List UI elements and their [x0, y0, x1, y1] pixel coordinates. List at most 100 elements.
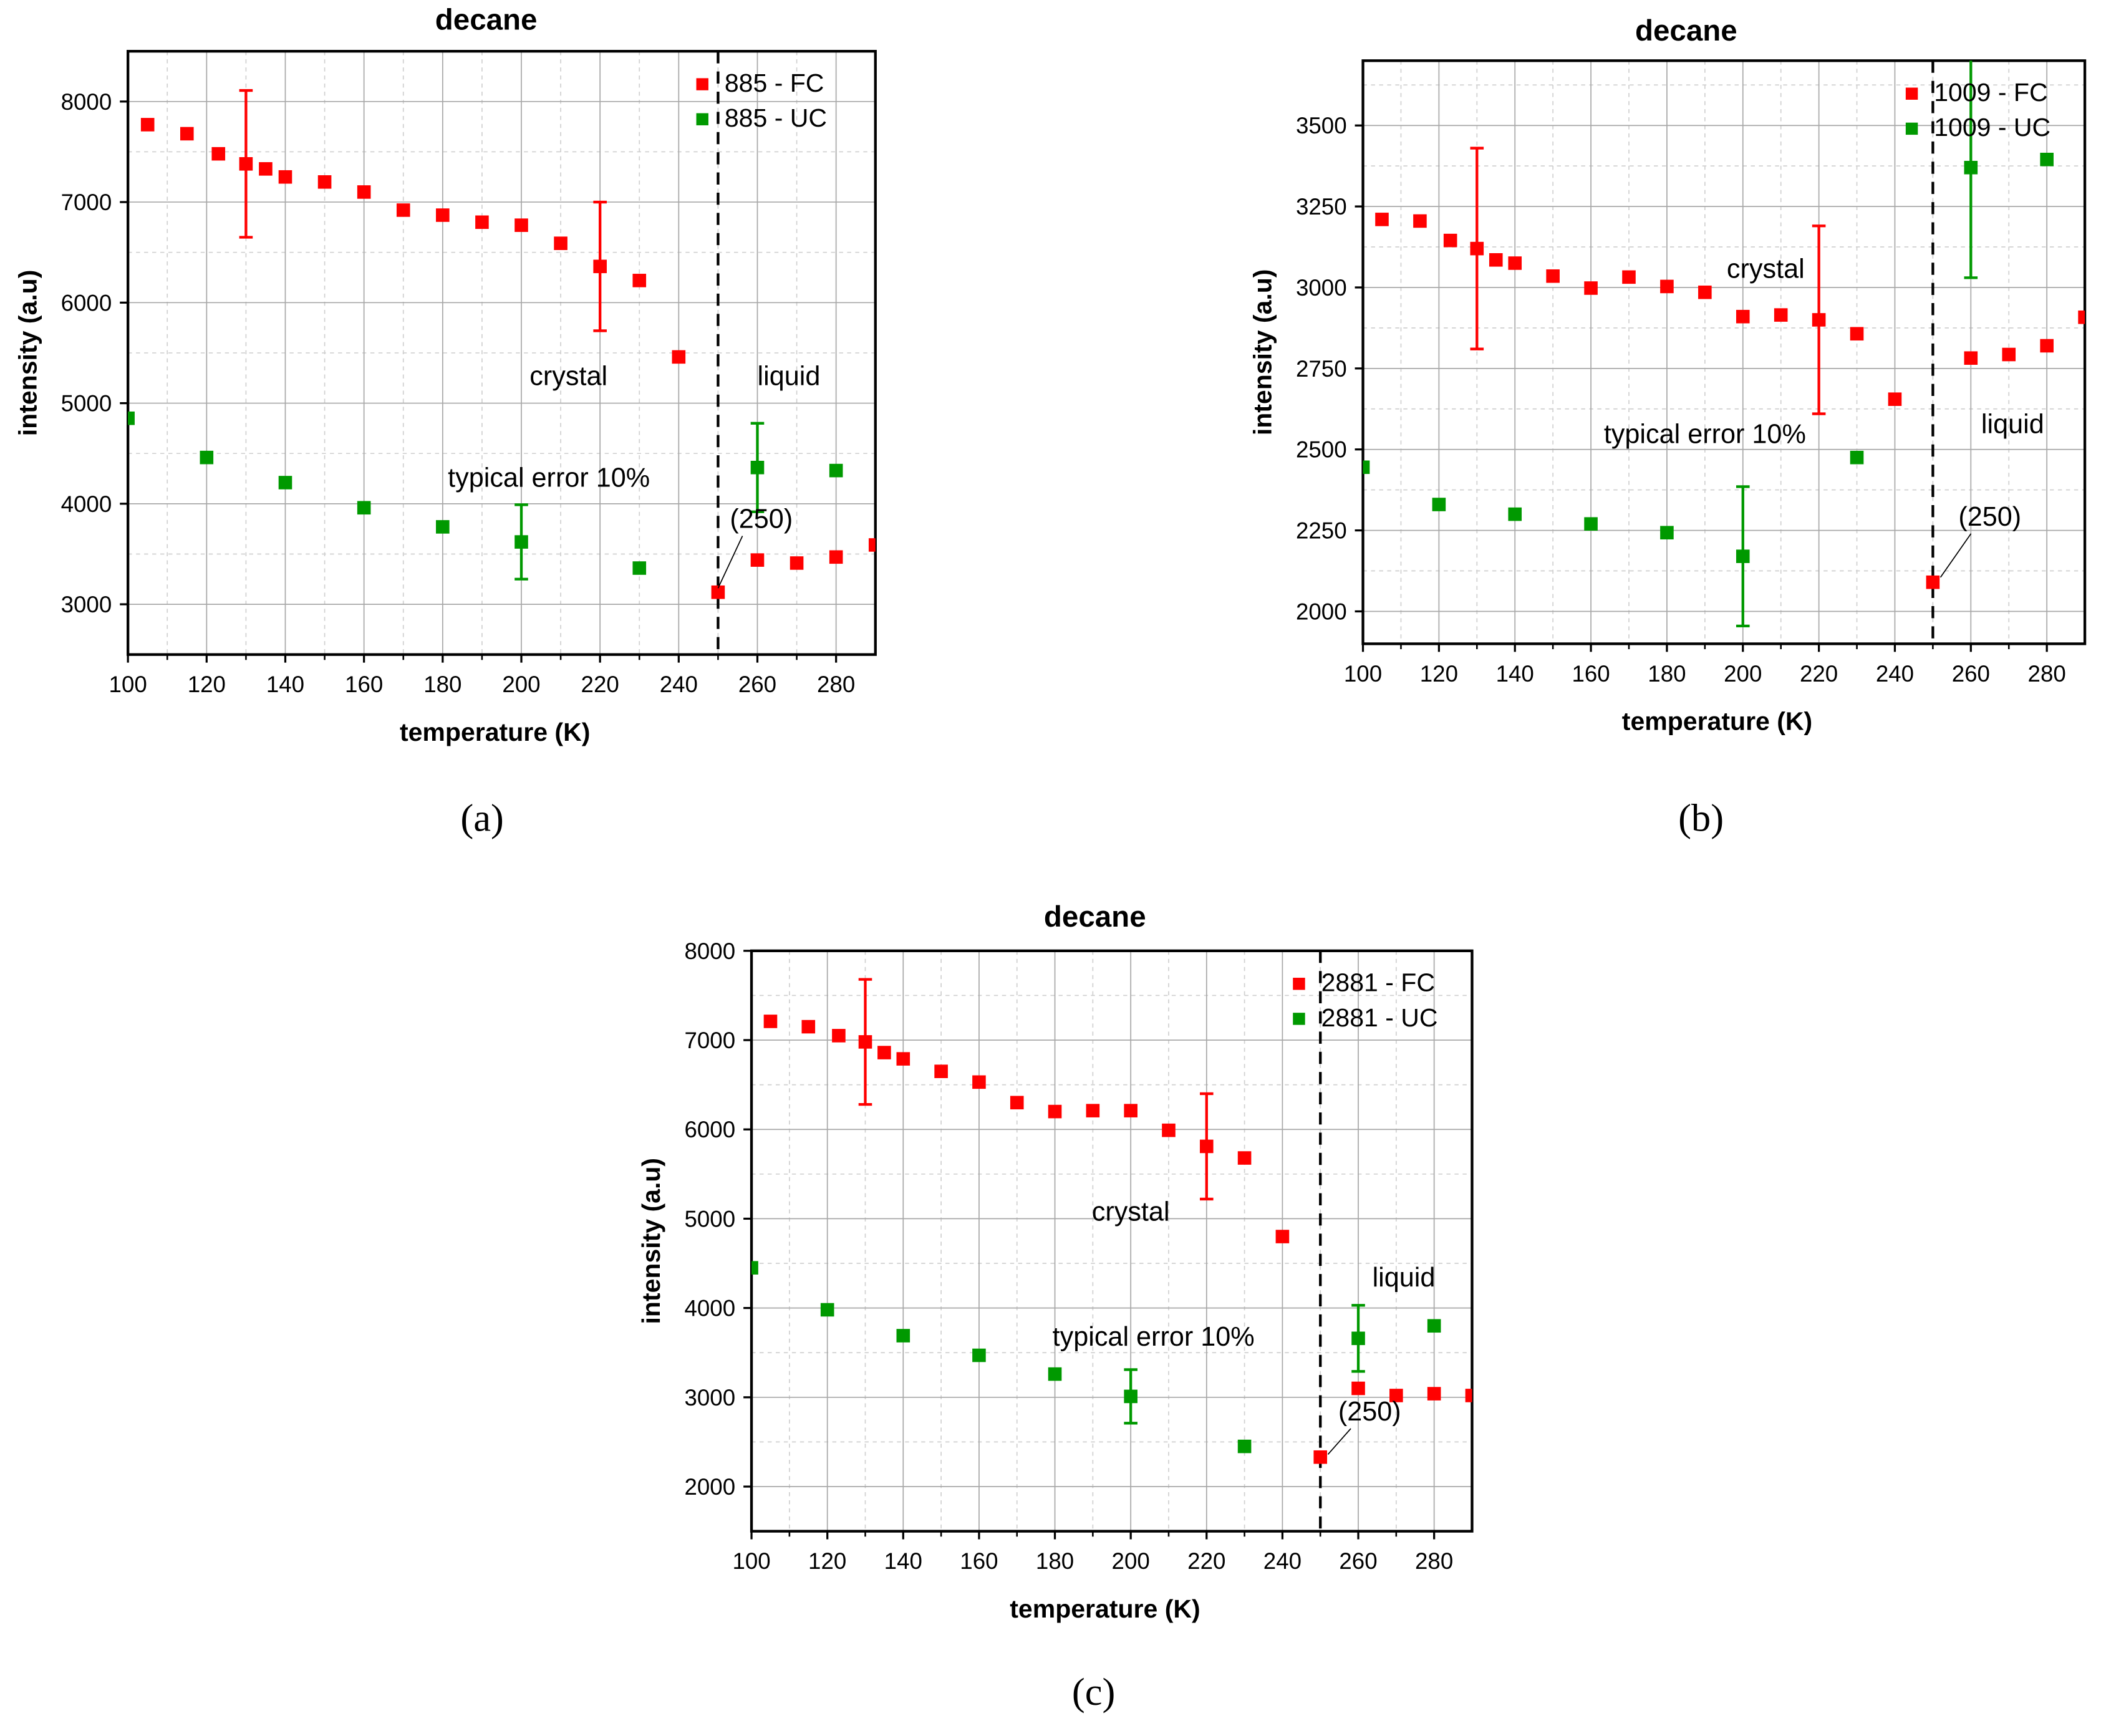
data-point-fc	[1199, 1139, 1214, 1154]
y-tick-label: 7000	[61, 190, 112, 215]
y-tick-label: 4000	[684, 1296, 735, 1321]
data-point-fc	[1275, 1230, 1290, 1243]
x-tick-label: 160	[1572, 661, 1610, 687]
data-point-fc	[514, 218, 528, 232]
x-tick-label: 180	[423, 672, 461, 697]
data-point-fc	[1698, 285, 1712, 299]
x-tick-label: 140	[1496, 661, 1534, 687]
x-tick-label: 120	[1420, 661, 1458, 687]
y-axis-title: intensity (a.u)	[637, 1158, 665, 1324]
data-point-uc	[278, 476, 292, 489]
data-point-uc	[1964, 160, 1978, 175]
data-point-uc	[128, 411, 135, 425]
annotation-label: liquid	[1981, 410, 2044, 440]
annotation-label: liquid	[758, 362, 821, 392]
data-point-fc	[858, 1035, 872, 1049]
panel-caption: (c)	[1072, 1670, 1116, 1714]
data-point-fc	[801, 1020, 816, 1034]
data-point-fc	[475, 215, 489, 229]
data-point-uc	[972, 1348, 986, 1362]
data-point-fc	[2002, 347, 2016, 362]
annotation-label: typical error 10%	[1604, 419, 1806, 449]
data-point-fc	[972, 1075, 986, 1089]
plot-frame	[127, 50, 877, 656]
data-point-fc	[896, 1052, 910, 1066]
legend-label: 885 - UC	[725, 104, 827, 132]
x-tick-label: 180	[1036, 1548, 1074, 1574]
y-tick-label: 6000	[684, 1117, 735, 1142]
y-tick-label: 5000	[61, 391, 112, 417]
x-tick-label: 260	[1952, 661, 1990, 687]
data-point-fc	[1351, 1381, 1365, 1396]
data-point-fc	[790, 556, 804, 570]
data-point-uc	[1351, 1331, 1365, 1346]
data-point-fc	[1736, 309, 1750, 324]
y-tick-label: 3000	[1296, 275, 1347, 301]
data-point-fc	[1546, 269, 1560, 283]
data-point-uc	[1584, 517, 1598, 531]
chart-title: decane	[435, 4, 538, 37]
data-point-fc	[211, 147, 226, 161]
data-point-fc	[1048, 1104, 1062, 1119]
plot-frame	[1361, 59, 2087, 645]
data-point-uc	[1432, 498, 1446, 511]
plot-marks	[751, 978, 1472, 1464]
data-point-fc	[357, 185, 371, 199]
x-tick-label: 100	[1344, 661, 1382, 687]
data-point-fc	[2040, 339, 2054, 353]
data-point-fc	[1774, 308, 1788, 322]
data-point-fc	[632, 274, 647, 287]
data-point-fc	[832, 1029, 846, 1043]
data-point-uc	[829, 463, 843, 478]
y-tick-label: 7000	[684, 1028, 735, 1053]
legend-marker	[1293, 1013, 1305, 1025]
x-axis-title: temperature (K)	[1010, 1594, 1200, 1623]
data-point-uc	[1736, 549, 1750, 563]
y-tick-label: 3500	[1296, 113, 1347, 138]
data-point-fc	[1389, 1389, 1403, 1402]
data-point-fc	[868, 538, 876, 552]
plot-marks	[128, 89, 876, 599]
data-point-uc	[750, 460, 765, 475]
y-tick-label: 5000	[684, 1206, 735, 1232]
x-tick-label: 200	[502, 672, 540, 697]
x-tick-label: 120	[188, 672, 226, 697]
legend-marker	[696, 78, 708, 90]
chart-title: decane	[1044, 900, 1146, 933]
annotation-label: crystal	[1092, 1197, 1170, 1227]
data-point-fc	[1162, 1123, 1176, 1137]
data-point-uc	[514, 535, 528, 549]
x-tick-label: 280	[2028, 661, 2066, 687]
data-point-uc	[751, 1261, 758, 1275]
legend-label: 885 - FC	[725, 69, 824, 97]
annotation-label: typical error 10%	[448, 463, 650, 493]
y-tick-label: 2750	[1296, 356, 1347, 382]
legend-marker	[1905, 122, 1918, 135]
y-tick-label: 2000	[1296, 599, 1347, 624]
data-point-uc	[357, 501, 371, 515]
x-tick-label: 260	[1339, 1548, 1377, 1574]
data-point-fc	[140, 118, 155, 132]
x-tick-label: 280	[817, 672, 855, 697]
data-point-fc	[711, 585, 725, 599]
data-point-fc	[1443, 233, 1457, 248]
legend-label: 2881 - FC	[1321, 968, 1435, 997]
chart-title: decane	[1635, 14, 1737, 47]
chart-panel-c: 100 120 140 160 180 200 220 240 260 280 2000 3000 40…	[637, 900, 1474, 1714]
annotation-pointer	[717, 536, 743, 589]
data-point-fc	[1964, 351, 1978, 365]
x-tick-label: 100	[109, 672, 147, 697]
annotation-label: typical error 10%	[1053, 1322, 1255, 1352]
data-point-fc	[1622, 270, 1636, 284]
data-point-uc	[1508, 507, 1522, 521]
data-point-fc	[934, 1064, 948, 1078]
data-point-fc	[1413, 214, 1427, 228]
y-tick-label: 6000	[61, 290, 112, 316]
annotation-pointer	[1939, 533, 1972, 578]
annotation-label: crystal	[1727, 254, 1805, 284]
x-tick-label: 240	[1876, 661, 1914, 687]
x-tick-label: 200	[1724, 661, 1762, 687]
data-point-fc	[1470, 241, 1484, 256]
data-point-fc	[1508, 256, 1522, 270]
